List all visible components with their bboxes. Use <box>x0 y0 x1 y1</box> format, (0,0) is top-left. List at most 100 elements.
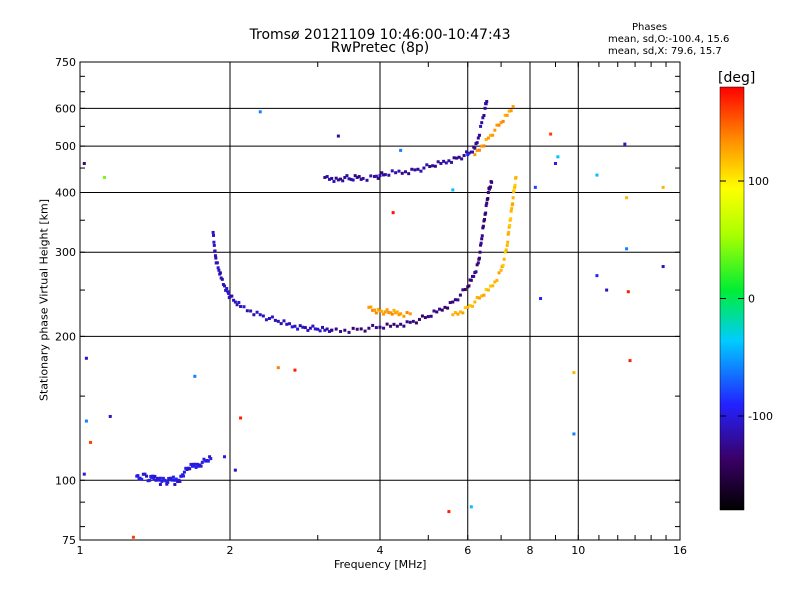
y-tick-label: 400 <box>55 186 76 199</box>
data-point <box>279 322 283 326</box>
data-point <box>407 172 411 176</box>
data-point <box>394 171 398 175</box>
data-point <box>487 187 491 191</box>
data-point <box>451 188 455 192</box>
data-point <box>442 159 446 163</box>
data-point <box>403 170 407 174</box>
data-point <box>152 477 156 481</box>
data-point <box>323 328 327 332</box>
data-point <box>382 326 386 330</box>
data-point <box>484 137 488 141</box>
data-point <box>595 274 599 278</box>
data-point <box>416 167 420 171</box>
data-point <box>84 419 88 423</box>
data-point <box>245 309 249 313</box>
data-point <box>218 271 222 275</box>
data-point <box>237 301 241 305</box>
data-point <box>422 166 426 170</box>
colorbar-label: [deg] <box>718 70 756 86</box>
data-point <box>461 311 465 315</box>
y-tick-label: 75 <box>62 534 76 547</box>
data-point <box>471 150 475 154</box>
data-point <box>182 470 186 474</box>
data-point <box>151 474 155 478</box>
data-point <box>367 326 371 330</box>
data-point <box>199 464 203 468</box>
data-point <box>239 416 243 420</box>
data-point <box>460 157 464 161</box>
data-point <box>475 296 479 300</box>
data-point <box>224 288 228 292</box>
data-point <box>387 173 391 177</box>
data-point <box>447 510 451 514</box>
data-point <box>206 459 210 463</box>
data-point <box>242 305 246 309</box>
chart-subtitle: RwPretec (8p) <box>330 40 430 56</box>
data-point <box>213 254 217 258</box>
data-point <box>510 207 514 211</box>
data-point <box>395 310 399 314</box>
data-point <box>497 123 501 127</box>
data-point <box>497 271 501 275</box>
data-point <box>226 290 230 294</box>
data-point <box>191 462 195 466</box>
data-point <box>313 327 317 331</box>
chart-title: Tromsø 20121109 10:46:00-10:47:43 <box>249 27 511 43</box>
data-point <box>623 142 627 146</box>
data-point <box>200 460 204 464</box>
data-point <box>438 307 442 311</box>
x-tick-label: 6 <box>464 544 471 557</box>
data-point <box>469 278 473 282</box>
data-point <box>293 368 297 372</box>
data-point <box>343 328 347 332</box>
data-point <box>258 110 262 114</box>
data-point <box>486 196 490 200</box>
data-point <box>374 326 378 330</box>
data-point <box>399 312 403 316</box>
data-point <box>227 291 231 295</box>
data-point <box>357 175 361 179</box>
data-point <box>376 176 380 180</box>
data-point <box>397 313 401 317</box>
data-point <box>426 315 430 319</box>
data-point <box>146 479 150 483</box>
data-point <box>103 175 107 179</box>
data-point <box>466 153 470 157</box>
data-point <box>661 265 665 269</box>
data-point <box>392 308 396 312</box>
data-point <box>480 121 484 125</box>
data-point <box>208 455 212 459</box>
data-point <box>211 230 215 234</box>
data-point <box>290 325 294 329</box>
data-point <box>194 465 198 469</box>
data-point <box>495 123 499 127</box>
data-points <box>82 100 665 539</box>
data-point <box>327 177 331 181</box>
data-point <box>387 311 391 315</box>
data-point <box>420 314 424 318</box>
data-point <box>380 309 384 313</box>
data-point <box>549 132 553 136</box>
data-point <box>455 156 459 160</box>
data-point <box>264 318 268 322</box>
data-point <box>479 241 483 245</box>
data-point <box>469 505 473 509</box>
data-point <box>556 155 560 159</box>
data-point <box>223 284 227 288</box>
data-point <box>296 327 300 331</box>
data-point <box>505 113 509 117</box>
data-point <box>235 303 239 307</box>
data-point <box>195 462 199 466</box>
data-point <box>378 309 382 313</box>
data-point <box>385 308 389 312</box>
data-point <box>173 482 177 486</box>
data-point <box>499 268 503 272</box>
data-point <box>230 294 234 298</box>
data-point <box>481 226 485 230</box>
data-point <box>153 474 157 478</box>
data-point <box>157 478 161 482</box>
data-point <box>288 322 292 326</box>
data-point <box>411 319 415 323</box>
data-point <box>533 185 537 189</box>
data-point <box>506 232 510 236</box>
